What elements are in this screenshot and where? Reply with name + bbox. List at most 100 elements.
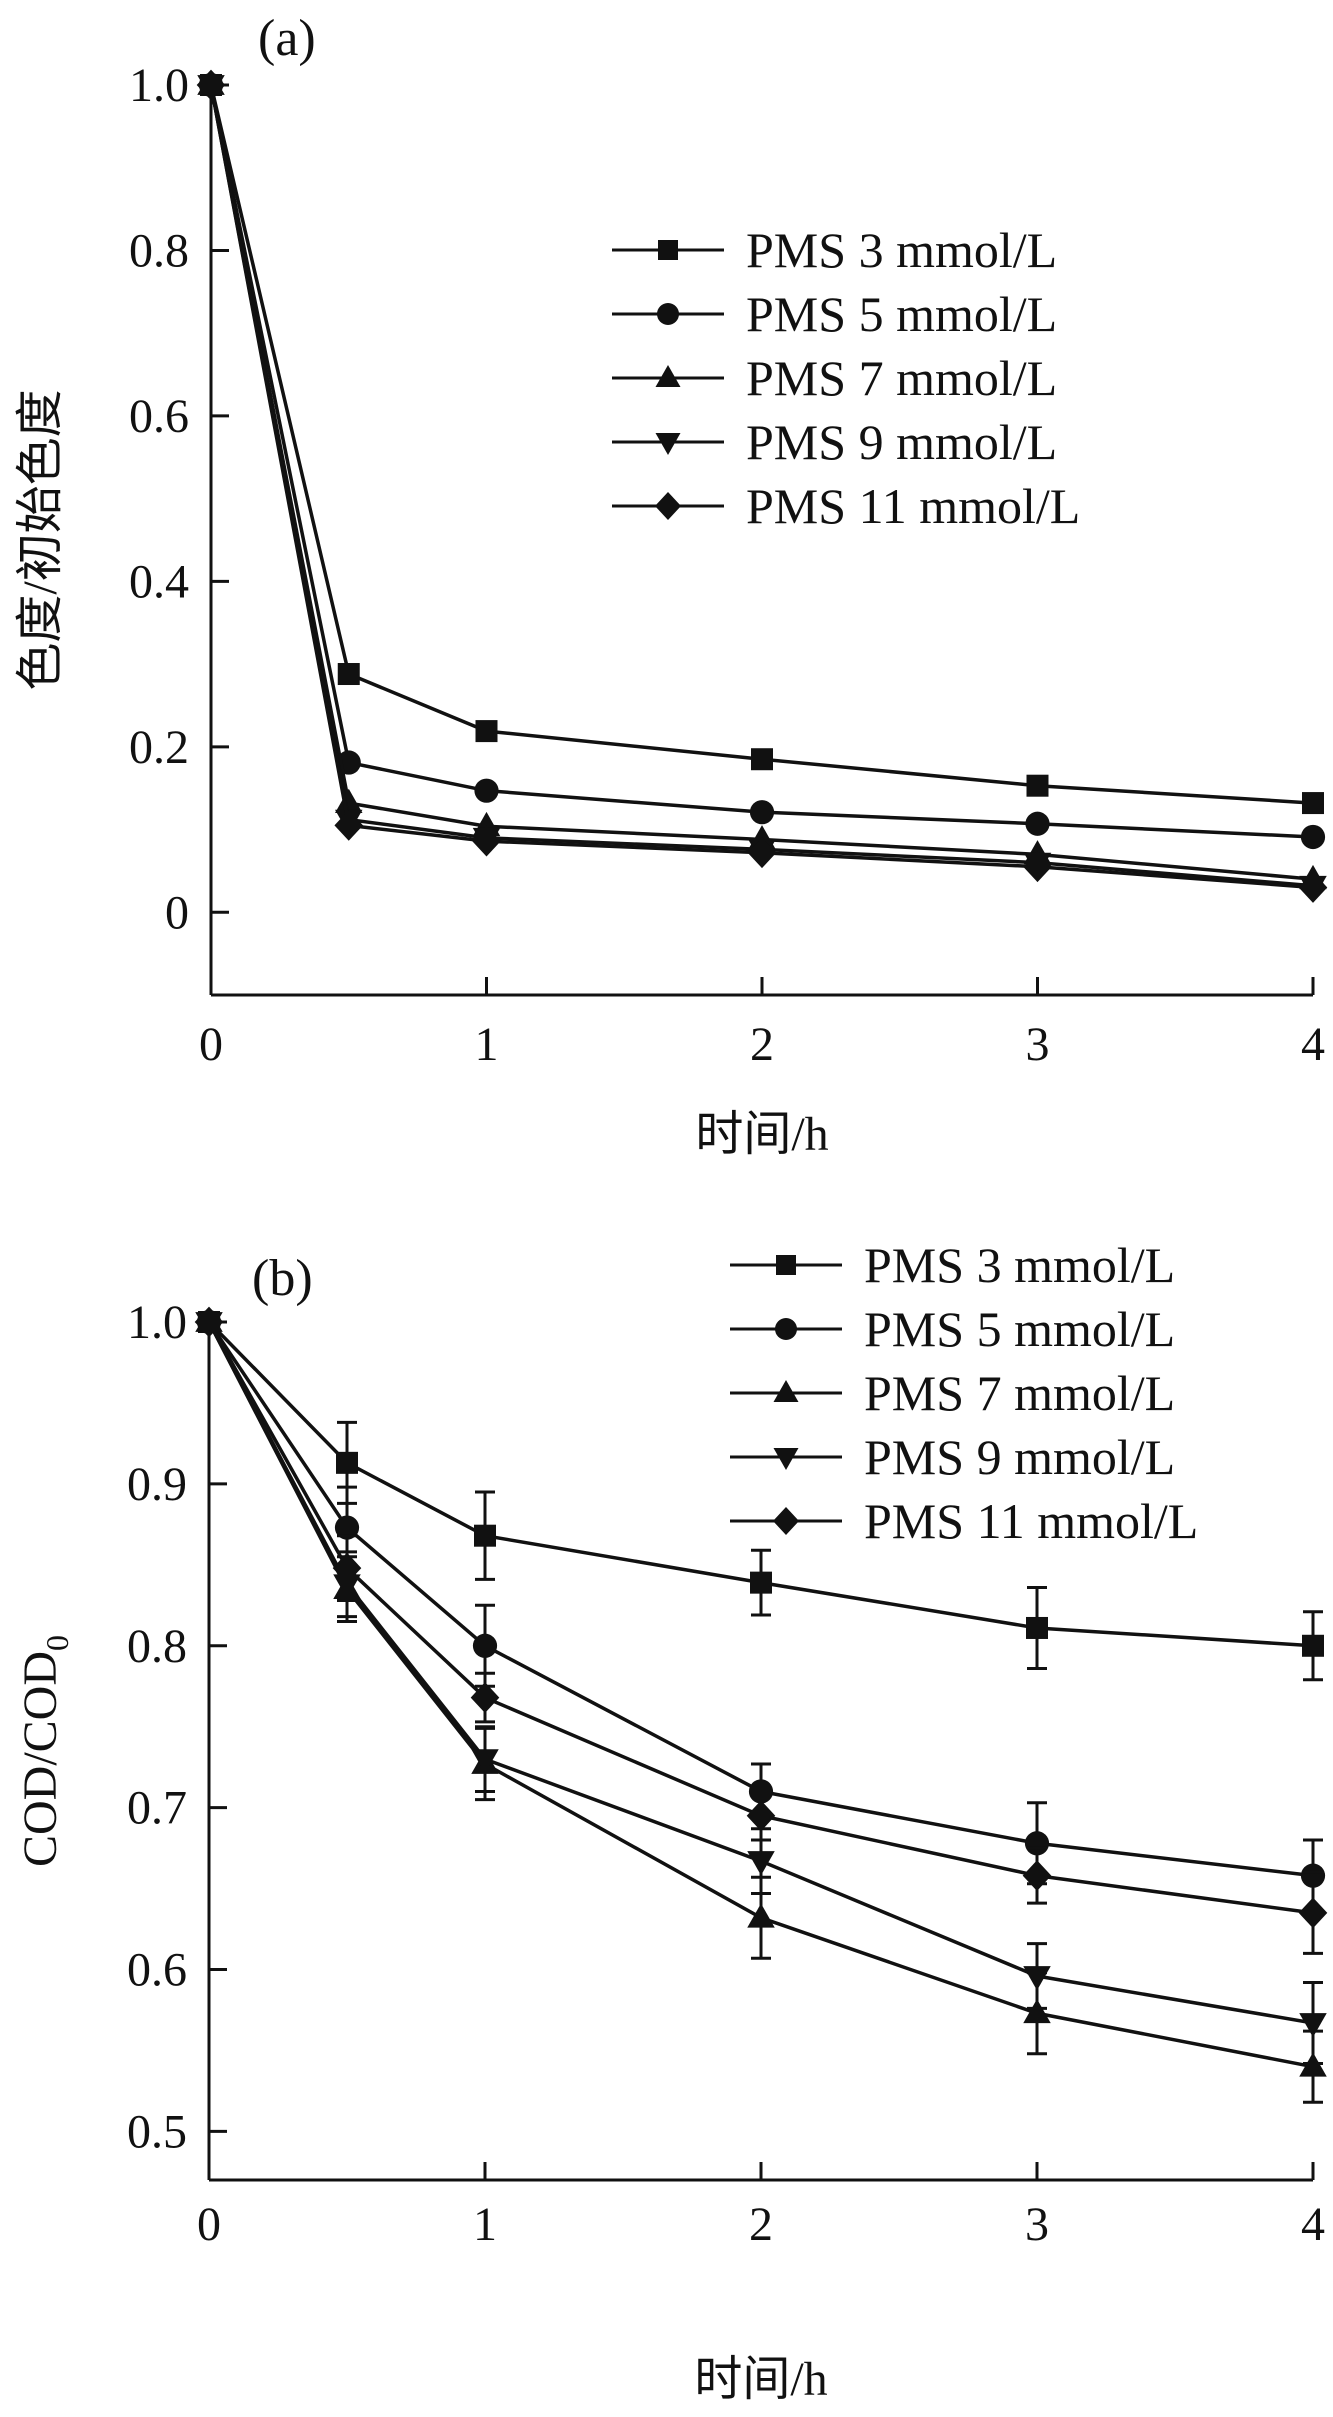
series-line: [207, 1321, 1314, 2025]
data-point-diamond: [1023, 851, 1052, 883]
legend-item: PMS 11 mmol/L: [612, 478, 1080, 534]
y-axis-title-subscript: 0: [39, 1635, 75, 1651]
y-tick-label: 0.7: [127, 1782, 187, 1835]
legend-item: PMS 7 mmol/L: [730, 1365, 1175, 1421]
series-diamond: [196, 69, 1328, 903]
y-tick-label: 1.0: [129, 59, 189, 112]
data-point-square: [1026, 774, 1049, 797]
legend-label: PMS 5 mmol/L: [864, 1301, 1175, 1357]
data-point-circle: [334, 1515, 360, 1540]
legend-item: PMS 9 mmol/L: [730, 1429, 1175, 1485]
y-tick-label: 0.2: [129, 721, 189, 774]
data-point-square: [475, 720, 498, 743]
legend-item: PMS 5 mmol/L: [612, 286, 1057, 342]
legend-label: PMS 9 mmol/L: [864, 1429, 1175, 1485]
legend-item: PMS 3 mmol/L: [730, 1237, 1175, 1293]
x-tick-label: 1: [473, 2198, 497, 2251]
data-point-triangle-up: [1023, 1998, 1051, 2024]
legend-marker-triangle-up: [773, 1380, 799, 1402]
data-point-square: [1302, 792, 1324, 815]
legend-label: PMS 11 mmol/L: [864, 1493, 1198, 1549]
panel-label: (b): [252, 1250, 313, 1307]
legend-label: PMS 7 mmol/L: [864, 1365, 1175, 1421]
legend-item: PMS 9 mmol/L: [612, 414, 1057, 470]
y-axis-title: COD/COD0: [14, 1635, 75, 1867]
x-tick-label: 4: [1301, 1018, 1325, 1071]
data-point-square: [750, 1571, 772, 1594]
legend-item: PMS 5 mmol/L: [730, 1301, 1175, 1357]
x-tick-label: 1: [475, 1018, 499, 1071]
y-tick-label: 1.0: [127, 1296, 187, 1349]
data-point-diamond: [196, 69, 226, 101]
series-line: [209, 84, 1314, 881]
series-line: [207, 1321, 1314, 2069]
x-axis-title: 时间/h: [694, 2353, 827, 2406]
data-point-circle: [1300, 824, 1326, 850]
series-triangle-down: [195, 1312, 1327, 2065]
chart-panel-b: 0 1 2 3 4 0.5 0.6 0.7 0.8 0.9 1.0 时间/h COD/COD0 (b) PM…: [14, 1237, 1328, 2406]
legend-label: PMS 3 mmol/L: [864, 1237, 1175, 1293]
y-tick-label: 0.5: [127, 2105, 187, 2158]
data-point-diamond: [746, 1800, 776, 1832]
legend-label: PMS 7 mmol/L: [746, 350, 1057, 406]
data-point-triangle-down: [1299, 2013, 1327, 2038]
legend-marker-triangle-down: [773, 1448, 799, 1470]
data-point-diamond: [1022, 1860, 1052, 1892]
data-point-square: [474, 1524, 496, 1547]
data-point-triangle-down: [1023, 1966, 1051, 1991]
y-tick-label: 0.8: [127, 1620, 187, 1673]
data-point-diamond: [472, 825, 501, 857]
x-tick-label: 2: [749, 2198, 773, 2251]
data-point-circle: [1025, 811, 1050, 836]
data-point-triangle-down: [471, 1749, 499, 1774]
x-tick-label: 3: [1026, 1018, 1050, 1071]
series-triangle-up: [195, 1307, 1327, 2104]
legend-marker-square: [776, 1255, 796, 1275]
x-tick-label: 0: [197, 2198, 221, 2251]
series-line: [207, 1320, 1314, 1648]
y-axis-title: 色度/初始色度: [14, 389, 67, 690]
legend-item: PMS 11 mmol/L: [730, 1493, 1198, 1549]
legend-label: PMS 3 mmol/L: [746, 222, 1057, 278]
data-point-square: [751, 748, 773, 771]
data-point-diamond: [470, 1682, 500, 1713]
legend-marker-diamond: [655, 492, 681, 520]
x-tick-label: 2: [750, 1018, 774, 1071]
data-point-square: [337, 663, 360, 686]
data-point-triangle-up: [747, 1903, 775, 1928]
data-point-diamond: [747, 837, 777, 869]
data-point-square: [336, 1451, 358, 1474]
y-tick-label: 0.8: [129, 224, 189, 277]
data-point-square: [1302, 1634, 1324, 1657]
legend: PMS 3 mmol/L PMS 5 mmol/L PMS 7 mmol/L PMS …: [612, 222, 1080, 534]
series-line: [209, 84, 1314, 890]
series-diamond: [194, 1306, 1328, 1955]
legend-label: PMS 9 mmol/L: [746, 414, 1057, 470]
data-point-circle: [474, 778, 499, 803]
y-tick-label: 0.4: [129, 555, 189, 608]
legend-marker-circle: [657, 303, 679, 325]
panel-label: (a): [258, 10, 316, 67]
series-square: [200, 74, 1324, 815]
series-line: [209, 84, 1314, 805]
data-point-triangle-up: [335, 788, 363, 813]
legend-marker-square: [658, 240, 678, 260]
x-axis-title: 时间/h: [695, 1108, 828, 1161]
legend-item: PMS 3 mmol/L: [612, 222, 1057, 278]
legend: PMS 3 mmol/L PMS 5 mmol/L PMS 7 mmol/L PMS …: [730, 1237, 1198, 1549]
data-point-triangle-down: [747, 1851, 775, 1876]
data-point-square: [1026, 1616, 1048, 1639]
series-line: [209, 84, 1314, 839]
legend-marker-diamond: [773, 1507, 799, 1535]
x-tick-label: 3: [1025, 2198, 1049, 2251]
data-point-circle: [472, 1633, 498, 1658]
series-line: [207, 1321, 1314, 1878]
legend-marker-circle: [775, 1318, 797, 1340]
data-point-diamond: [194, 1306, 224, 1338]
y-tick-label: 0.6: [127, 1944, 187, 1997]
x-tick-label: 0: [199, 1018, 223, 1071]
data-point-diamond: [332, 1552, 362, 1584]
y-tick-label: 0.9: [127, 1458, 187, 1511]
data-point-diamond: [334, 810, 364, 841]
